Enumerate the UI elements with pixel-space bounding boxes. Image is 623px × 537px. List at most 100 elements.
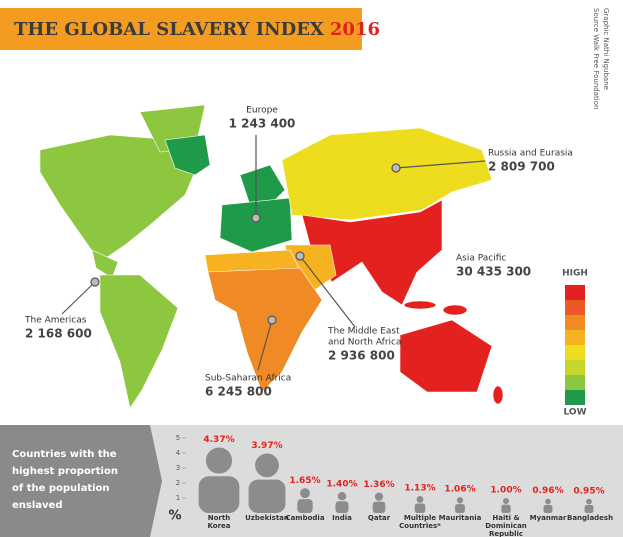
y-tick-label: 3 — [176, 464, 180, 472]
person-icon — [455, 497, 465, 513]
person-icon — [501, 498, 511, 513]
region-label: Sub-Saharan Africa — [205, 374, 291, 384]
y-tick-label: 5 — [176, 434, 180, 442]
person-head — [416, 496, 424, 503]
person-body — [584, 505, 594, 513]
person-head — [205, 447, 233, 474]
region-label: Asia Pacific — [456, 254, 506, 264]
person-icon — [543, 498, 553, 513]
category-label: Cambodia — [285, 514, 325, 522]
leader-dot — [295, 251, 305, 261]
scandinavia — [239, 164, 286, 206]
category-label: Uzbekistan — [245, 514, 289, 522]
leader-line — [257, 319, 273, 371]
person-body — [501, 504, 511, 513]
new-zealand — [492, 385, 504, 405]
leader-line — [299, 255, 356, 328]
category-label: India — [332, 514, 352, 522]
y-axis-label: % — [168, 509, 181, 524]
person-head — [374, 492, 384, 501]
leader-dot — [267, 315, 277, 325]
value-label: 1.40% — [326, 480, 357, 490]
title-text: THE GLOBAL SLAVERY INDEX — [14, 19, 324, 40]
person-icon — [584, 498, 594, 513]
panel-heading: Countries with the highest proportion of… — [12, 449, 118, 511]
title-bar — [0, 8, 362, 50]
region-value: 2 809 700 — [488, 160, 555, 174]
title-year: 2016 — [330, 19, 380, 40]
australia — [399, 319, 493, 393]
legend-swatch — [565, 360, 585, 375]
value-label: 1.00% — [490, 486, 521, 496]
russia — [281, 127, 493, 221]
person-body — [248, 479, 286, 513]
person-head — [456, 497, 464, 504]
value-label: 1.65% — [289, 476, 320, 486]
value-label: 0.95% — [573, 486, 604, 496]
person-body — [455, 504, 465, 513]
region-label: Russia and Eurasia — [488, 149, 573, 159]
legend-swatch — [565, 345, 585, 360]
sub-saharan-africa — [207, 267, 323, 393]
person-body — [335, 501, 349, 513]
region-label: and North Africa — [328, 338, 402, 348]
person-head — [545, 498, 551, 505]
person-icon — [198, 447, 240, 513]
person-icon — [335, 492, 349, 513]
person-icon — [414, 496, 426, 513]
person-head — [300, 488, 310, 499]
leader-line — [61, 281, 96, 315]
region-value: 2 936 800 — [328, 349, 395, 363]
person-icon — [297, 488, 313, 513]
source: Source Walk Free Foundation — [592, 8, 600, 109]
person-body — [198, 476, 240, 513]
map — [39, 104, 504, 409]
region-value: 2 168 600 — [25, 327, 92, 341]
y-tick-label: 4 — [176, 449, 181, 457]
person-head — [503, 498, 509, 504]
leader-dot — [251, 213, 261, 223]
panel-heading-box — [0, 425, 162, 537]
value-label: 4.37% — [203, 435, 234, 445]
value-label: 1.36% — [363, 480, 394, 490]
legend-low: LOW — [564, 408, 587, 418]
new-guinea — [442, 304, 468, 316]
region-label: The Americas — [24, 316, 87, 326]
legend-swatch — [565, 375, 585, 390]
category-label: Myanmar — [529, 514, 567, 522]
legend-swatch — [565, 390, 585, 405]
category-label: Mauritania — [438, 514, 482, 522]
person-body — [414, 503, 426, 513]
legend-swatch — [565, 315, 585, 330]
legend-swatch — [565, 330, 585, 345]
europe — [219, 197, 293, 253]
person-icon — [248, 453, 286, 513]
title: THE GLOBAL SLAVERY INDEX 2016 — [14, 19, 380, 40]
person-body — [543, 504, 553, 513]
value-label: 0.96% — [532, 486, 563, 496]
region-value: 6 245 800 — [205, 385, 272, 399]
category-label: North Korea — [207, 514, 231, 530]
region-value: 30 435 300 — [456, 265, 531, 279]
leader-dot — [391, 163, 401, 173]
legend-high: HIGH — [562, 269, 588, 279]
indonesia — [403, 300, 437, 310]
category-label: Haiti & Dominican Republic — [485, 514, 527, 537]
category-label: Multiple Countries* — [399, 514, 441, 530]
south-america — [99, 274, 179, 409]
person-body — [372, 501, 386, 513]
legend-swatch — [565, 285, 585, 300]
person-head — [586, 498, 592, 505]
person-icon — [372, 492, 386, 513]
category-label: Qatar — [367, 514, 391, 522]
graphic-credit: Graphic Nathi Ngubane — [602, 8, 610, 90]
value-label: 1.06% — [444, 485, 475, 495]
y-tick-label: 1 — [176, 494, 180, 502]
y-tick-label: 2 — [176, 479, 180, 487]
category-label: Bangladesh — [567, 514, 614, 522]
leader-line — [395, 160, 486, 169]
person-head — [255, 453, 279, 478]
person-head — [337, 492, 347, 501]
leader-dot — [90, 277, 100, 287]
